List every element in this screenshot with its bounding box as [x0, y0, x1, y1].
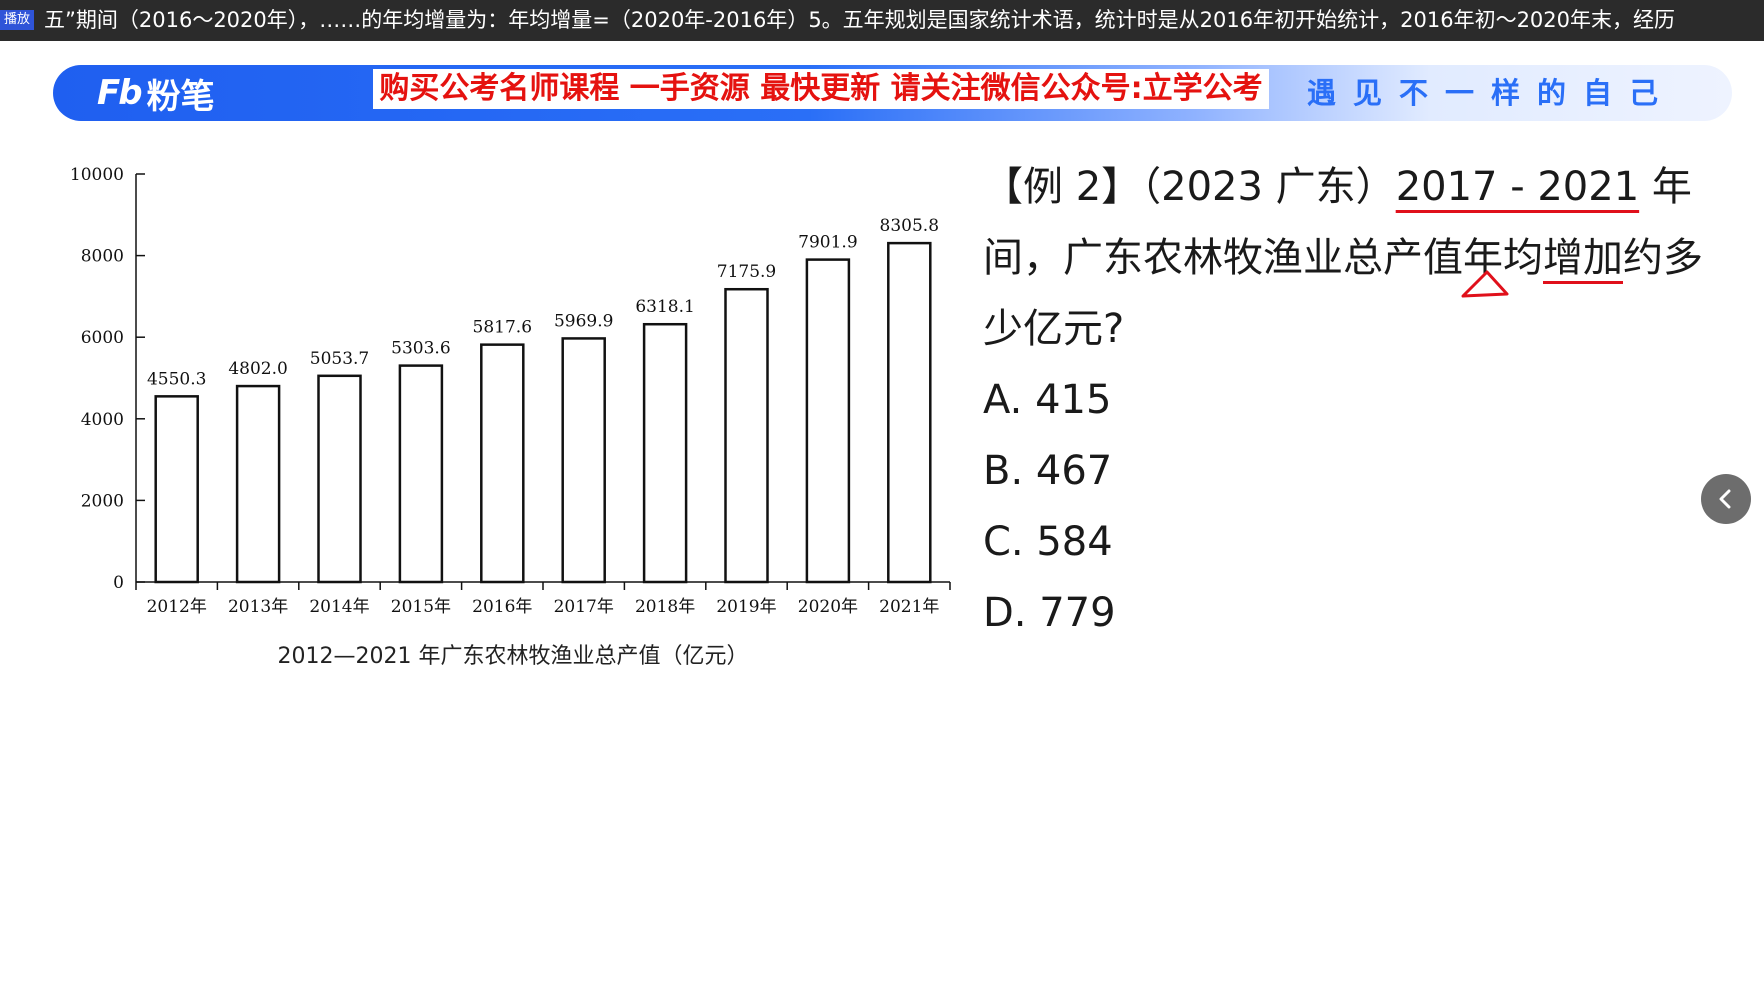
option-d[interactable]: D. 779 — [983, 590, 1116, 636]
y-tick-label: 8000 — [81, 247, 124, 267]
bar-value-label: 8305.8 — [880, 216, 939, 236]
x-tick-label: 2013年 — [228, 597, 288, 617]
question-body: 年间，广东农林牧渔业总产值年 — [983, 164, 1692, 281]
x-tick-label: 2020年 — [798, 597, 858, 617]
question-years: 2017 - 2021 — [1395, 164, 1640, 210]
bar-value-label: 5969.9 — [554, 311, 613, 331]
bar-value-label: 5053.7 — [310, 349, 369, 369]
chevron-left-icon — [1719, 489, 1731, 509]
option-b[interactable]: B. 467 — [983, 448, 1113, 494]
logo-text: 粉笔 — [146, 76, 215, 117]
question-middle: 增 — [1543, 235, 1583, 281]
question-marked-1: 均 — [1503, 235, 1543, 281]
question-stem: 【例 2】（2023 广东）2017 - 2021 年间，广东农林牧渔业总产值年… — [983, 152, 1703, 365]
bar-value-label: 4802.0 — [228, 359, 287, 379]
y-tick-label: 2000 — [81, 491, 124, 511]
bar — [154, 395, 199, 584]
fenbi-logo: Fb 粉笔 — [97, 71, 215, 117]
x-tick-label: 2012年 — [147, 597, 207, 617]
bar-value-label: 7901.9 — [798, 233, 857, 253]
bar — [317, 374, 362, 584]
x-tick-label: 2017年 — [554, 597, 614, 617]
x-tick-label: 2019年 — [716, 597, 776, 617]
bar — [561, 337, 606, 584]
question-panel: 【例 2】（2023 广东）2017 - 2021 年间，广东农林牧渔业总产值年… — [983, 152, 1703, 649]
x-tick-label: 2014年 — [309, 597, 369, 617]
header-banner: Fb 粉笔 购买公考名师课程 一手资源 最快更新 请关注微信公众号:立学公考 遇… — [53, 65, 1732, 121]
bar — [235, 384, 281, 584]
option-c[interactable]: C. 584 — [983, 519, 1113, 565]
bar-value-label: 7175.9 — [717, 262, 776, 282]
x-axis: 2012年 2013年 2014年 2015年 2016年 2017年 2018年 2019年… — [135, 581, 951, 617]
x-tick-label: 2018年 — [635, 597, 695, 617]
chart-caption: 2012—2021 年广东农林牧渔业总产值（亿元） — [277, 644, 749, 669]
bars — [154, 241, 932, 584]
question-prefix: 【例 2】（2023 广东） — [983, 164, 1396, 210]
bar — [480, 343, 525, 584]
x-tick-label: 2021年 — [879, 597, 939, 617]
option-a[interactable]: A. 415 — [983, 377, 1112, 423]
x-tick-label: 2016年 — [472, 597, 532, 617]
ticker-text: 五”期间（2016～2020年），……的年均增量为：年均增量=（2020年-20… — [44, 8, 1676, 32]
promo-overlay: 购买公考名师课程 一手资源 最快更新 请关注微信公众号:立学公考 — [373, 69, 1269, 109]
y-axis: 0 2000 4000 6000 8000 10000 — [70, 165, 145, 593]
bar — [887, 241, 932, 584]
bar — [398, 364, 444, 584]
value-labels: 4550.3 4802.0 5053.7 5303.6 5817.6 5969.9 6318… — [147, 216, 939, 389]
y-tick-label: 6000 — [81, 328, 124, 348]
logo-mark: Fb — [97, 73, 143, 113]
bar — [724, 287, 769, 584]
ticker-bar: 播放 五”期间（2016～2020年），……的年均增量为：年均增量=（2020年… — [0, 0, 1764, 41]
question-marked-2: 加 — [1583, 235, 1623, 281]
bar-value-label: 5303.6 — [391, 339, 450, 359]
slogan: 遇见不一样的自己 — [1307, 76, 1676, 110]
bar — [805, 258, 851, 584]
bar-value-label: 6318.1 — [635, 297, 694, 317]
x-tick-label: 2015年 — [391, 597, 451, 617]
play-badge[interactable]: 播放 — [0, 10, 35, 30]
y-tick-label: 0 — [113, 573, 124, 593]
y-tick-label: 10000 — [70, 165, 124, 185]
triangle-annotation-icon — [1461, 270, 1509, 298]
bar-value-label: 5817.6 — [473, 318, 532, 338]
question-suffix: 约多少亿元? — [983, 235, 1703, 352]
previous-page-button[interactable] — [1701, 474, 1751, 524]
y-tick-label: 4000 — [81, 410, 124, 430]
bar-value-label: 4550.3 — [147, 369, 206, 389]
bar — [642, 322, 688, 584]
